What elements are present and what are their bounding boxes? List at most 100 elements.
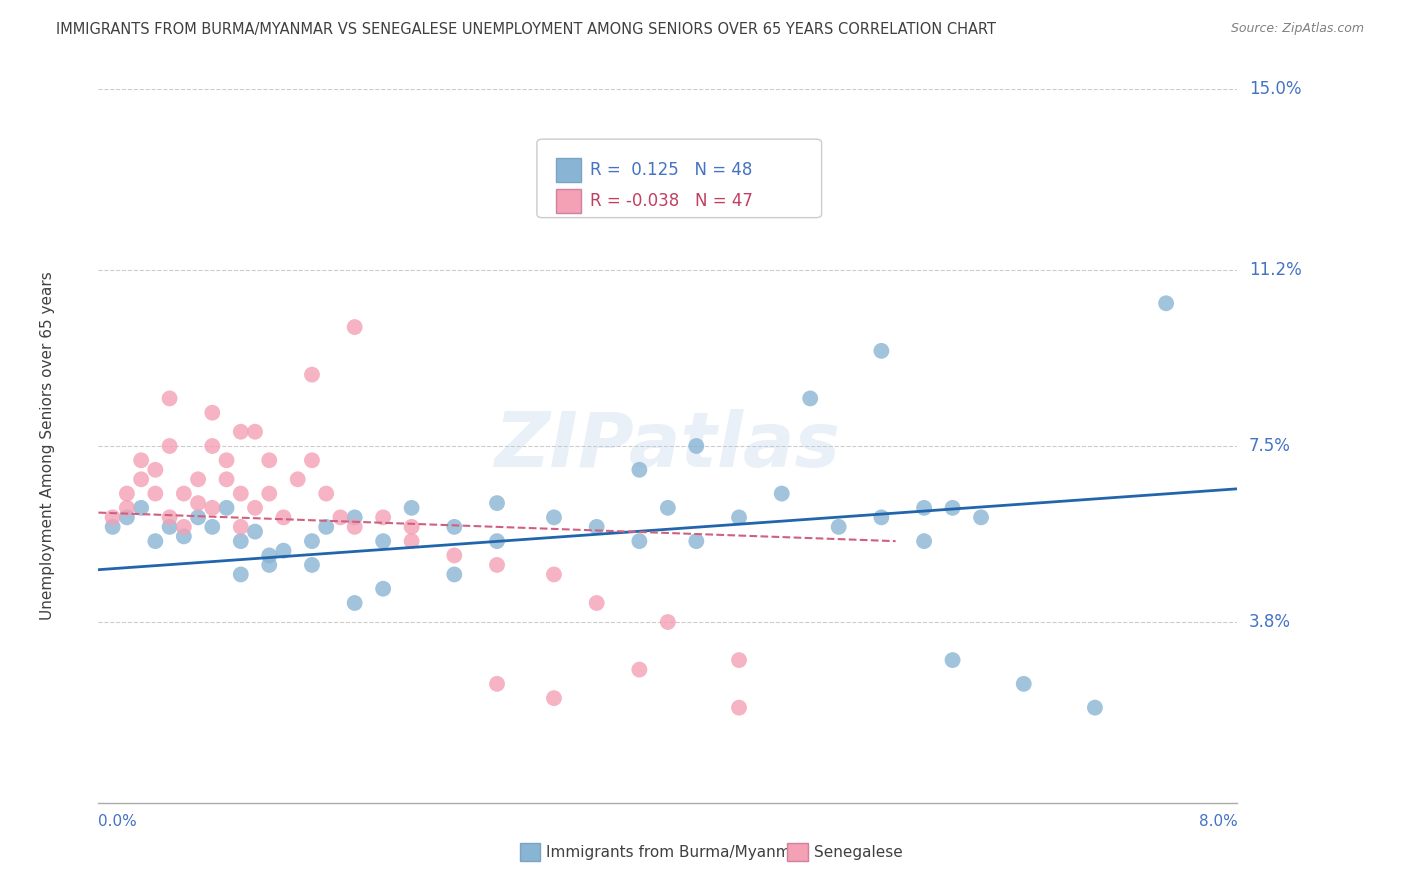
Point <box>401 534 423 549</box>
Point <box>728 653 751 667</box>
Point <box>486 496 509 510</box>
Point <box>628 534 651 549</box>
Point <box>628 463 651 477</box>
Point <box>443 520 465 534</box>
Point <box>728 510 751 524</box>
Point <box>259 558 281 572</box>
Text: 8.0%: 8.0% <box>1198 814 1237 829</box>
Point <box>273 543 295 558</box>
Point <box>401 520 423 534</box>
Point <box>486 677 509 691</box>
Point <box>145 463 167 477</box>
Point <box>243 524 266 539</box>
Point <box>201 439 224 453</box>
Point <box>259 486 281 500</box>
Point <box>145 534 167 549</box>
Text: Source: ZipAtlas.com: Source: ZipAtlas.com <box>1230 22 1364 36</box>
Text: Senegalese: Senegalese <box>814 846 903 860</box>
Point <box>187 496 209 510</box>
Point <box>115 510 138 524</box>
Point <box>301 453 323 467</box>
Point <box>173 486 195 500</box>
Point <box>287 472 309 486</box>
Point <box>912 534 935 549</box>
Text: 0.0%: 0.0% <box>98 814 138 829</box>
Point <box>343 596 366 610</box>
Point <box>173 529 195 543</box>
Text: 7.5%: 7.5% <box>1249 437 1291 455</box>
Point <box>443 549 465 563</box>
Point <box>343 320 366 334</box>
Text: Immigrants from Burma/Myanmar: Immigrants from Burma/Myanmar <box>546 846 807 860</box>
Point <box>301 558 323 572</box>
Point <box>371 510 394 524</box>
FancyBboxPatch shape <box>557 158 581 182</box>
Point <box>101 510 124 524</box>
Point <box>685 439 707 453</box>
Point <box>486 558 509 572</box>
Point <box>187 510 209 524</box>
Point <box>159 510 181 524</box>
Point <box>657 615 679 629</box>
Point <box>970 510 993 524</box>
Point <box>1154 296 1177 310</box>
Text: 3.8%: 3.8% <box>1249 613 1291 631</box>
Text: Unemployment Among Seniors over 65 years: Unemployment Among Seniors over 65 years <box>39 272 55 620</box>
Point <box>301 368 323 382</box>
Point <box>215 472 238 486</box>
Point <box>401 500 423 515</box>
Point <box>343 510 366 524</box>
Point <box>215 453 238 467</box>
Point <box>115 486 138 500</box>
Point <box>770 486 793 500</box>
Point <box>159 392 181 406</box>
Point <box>628 663 651 677</box>
Text: R = -0.038   N = 47: R = -0.038 N = 47 <box>591 193 754 211</box>
Point <box>486 534 509 549</box>
Point <box>259 549 281 563</box>
Point <box>129 500 152 515</box>
Point <box>173 520 195 534</box>
Point <box>942 500 965 515</box>
FancyBboxPatch shape <box>537 139 821 218</box>
Point <box>229 567 252 582</box>
Point <box>443 567 465 582</box>
Point <box>543 691 565 706</box>
Point <box>657 500 679 515</box>
Point <box>129 472 152 486</box>
Point <box>343 520 366 534</box>
Point <box>301 534 323 549</box>
Point <box>243 500 266 515</box>
Text: 15.0%: 15.0% <box>1249 80 1301 98</box>
Point <box>543 510 565 524</box>
Point <box>585 520 607 534</box>
Point <box>828 520 851 534</box>
Point <box>912 500 935 515</box>
Point <box>1084 700 1107 714</box>
Point <box>159 439 181 453</box>
Point <box>543 567 565 582</box>
Text: IMMIGRANTS FROM BURMA/MYANMAR VS SENEGALESE UNEMPLOYMENT AMONG SENIORS OVER 65 Y: IMMIGRANTS FROM BURMA/MYANMAR VS SENEGAL… <box>56 22 997 37</box>
Point <box>159 520 181 534</box>
Point <box>315 520 337 534</box>
FancyBboxPatch shape <box>787 844 808 862</box>
Point <box>942 653 965 667</box>
Point <box>229 425 252 439</box>
Point <box>101 520 124 534</box>
Point <box>799 392 821 406</box>
Point <box>187 472 209 486</box>
Point <box>685 534 707 549</box>
Point <box>129 453 152 467</box>
Point <box>215 500 238 515</box>
Text: 11.2%: 11.2% <box>1249 261 1302 279</box>
Point <box>315 486 337 500</box>
Text: R =  0.125   N = 48: R = 0.125 N = 48 <box>591 161 752 178</box>
Point <box>870 510 893 524</box>
Point <box>371 582 394 596</box>
Point <box>1012 677 1035 691</box>
Point <box>728 700 751 714</box>
Point <box>259 453 281 467</box>
Point <box>145 486 167 500</box>
Point <box>870 343 893 358</box>
Point <box>229 486 252 500</box>
